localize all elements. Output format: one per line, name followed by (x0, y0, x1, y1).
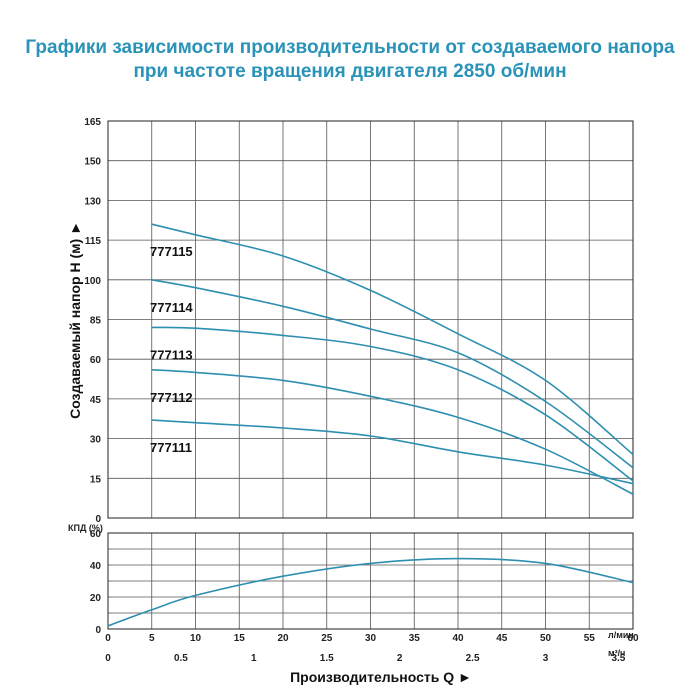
head-curve-777112 (151, 369, 634, 495)
efficiency-chart-grid (108, 533, 633, 629)
flow-m3h-x-tick-label: 1.5 (320, 653, 334, 664)
curve-label-777113: 777113 (150, 347, 193, 362)
head-y-tick-label: 85 (90, 316, 102, 327)
head-curve-labels: 777115 777114 777113 777112 777111 (150, 244, 193, 455)
flow-x-tick-label: 35 (409, 633, 421, 644)
curve-label-777114: 777114 (150, 300, 193, 315)
flow-x-tick-label: 50 (540, 633, 552, 644)
flow-m3h-x-tick-label: 2 (397, 653, 403, 664)
head-axis-title: Создаваемый напор Н (м) ► (67, 221, 83, 419)
head-chart-grid (108, 121, 633, 518)
flow-x-tick-label: 10 (190, 633, 202, 644)
head-curves (151, 223, 634, 495)
flow-x-tick-label: 40 (452, 633, 464, 644)
head-curve-777113 (151, 326, 634, 482)
flow-x-tick-label: 60 (627, 633, 639, 644)
chart-title-line-1: Графики зависимости производительности о… (25, 37, 675, 58)
flow-x-ticks: 0 5 10 15 20 25 30 35 40 45 50 55 60 (105, 633, 639, 644)
flow-m3h-x-tick-label: 2.5 (466, 653, 480, 664)
head-y-tick-label: 100 (84, 276, 101, 287)
head-chart-frame (107, 120, 634, 519)
flow-m3h-x-tick-label: 1 (251, 653, 257, 664)
flow-unit-m3h: м³/ч (608, 648, 625, 658)
head-curve-777115 (151, 223, 634, 456)
flow-x-tick-label: 30 (365, 633, 377, 644)
efficiency-chart-frame (107, 532, 634, 630)
flow-x-tick-label: 15 (234, 633, 246, 644)
flow-m3h-x-tick-label: 0 (105, 653, 111, 664)
flow-m3h-x-tick-label: 0.5 (174, 653, 188, 664)
efficiency-curve (107, 557, 634, 627)
flow-x-tick-label: 45 (496, 633, 508, 644)
efficiency-axis-title: КПД (%) (68, 523, 103, 533)
head-y-tick-label: 0 (95, 514, 101, 525)
efficiency-y-tick-label: 60 (90, 529, 102, 540)
flow-m3h-x-tick-label: 3 (543, 653, 549, 664)
flow-m3h-x-ticks: 0 0.5 1 1.5 2 2.5 3 3.5 (105, 653, 626, 664)
head-y-tick-label: 45 (90, 395, 102, 406)
head-y-ticks: 0 15 30 45 60 85 100 115 130 150 165 (84, 117, 101, 525)
flow-x-tick-label: 55 (584, 633, 596, 644)
curve-label-777112: 777112 (150, 390, 193, 405)
efficiency-y-tick-label: 40 (90, 561, 102, 572)
head-y-tick-label: 115 (85, 236, 102, 247)
efficiency-curves (107, 557, 634, 627)
head-curve-777111 (151, 419, 634, 485)
flow-m3h-x-tick-label: 3.5 (611, 653, 625, 664)
head-y-tick-label: 165 (84, 117, 101, 128)
flow-axis-title: Производительность Q ► (290, 669, 472, 685)
flow-x-tick-label: 5 (149, 633, 155, 644)
efficiency-y-tick-label: 0 (95, 625, 101, 636)
efficiency-y-ticks: 0 20 40 60 (90, 529, 102, 636)
flow-x-tick-label: 0 (105, 633, 111, 644)
flow-unit-lmin: л/мин (608, 630, 634, 640)
flow-x-tick-label: 25 (321, 633, 333, 644)
chart-title-line-2: при частоте вращения двигателя 2850 об/м… (133, 61, 567, 82)
head-curve-777114 (151, 279, 634, 469)
efficiency-y-tick-label: 20 (90, 593, 102, 604)
head-y-tick-label: 150 (84, 157, 101, 168)
curve-label-777111: 777111 (150, 440, 192, 455)
head-y-tick-label: 130 (84, 196, 101, 207)
curve-label-777115: 777115 (150, 244, 193, 259)
head-y-tick-label: 60 (90, 355, 102, 366)
head-y-tick-label: 15 (90, 474, 102, 485)
chart-title: Графики зависимости производительности о… (0, 36, 700, 84)
head-y-tick-label: 30 (90, 435, 102, 446)
flow-x-tick-label: 20 (277, 633, 289, 644)
